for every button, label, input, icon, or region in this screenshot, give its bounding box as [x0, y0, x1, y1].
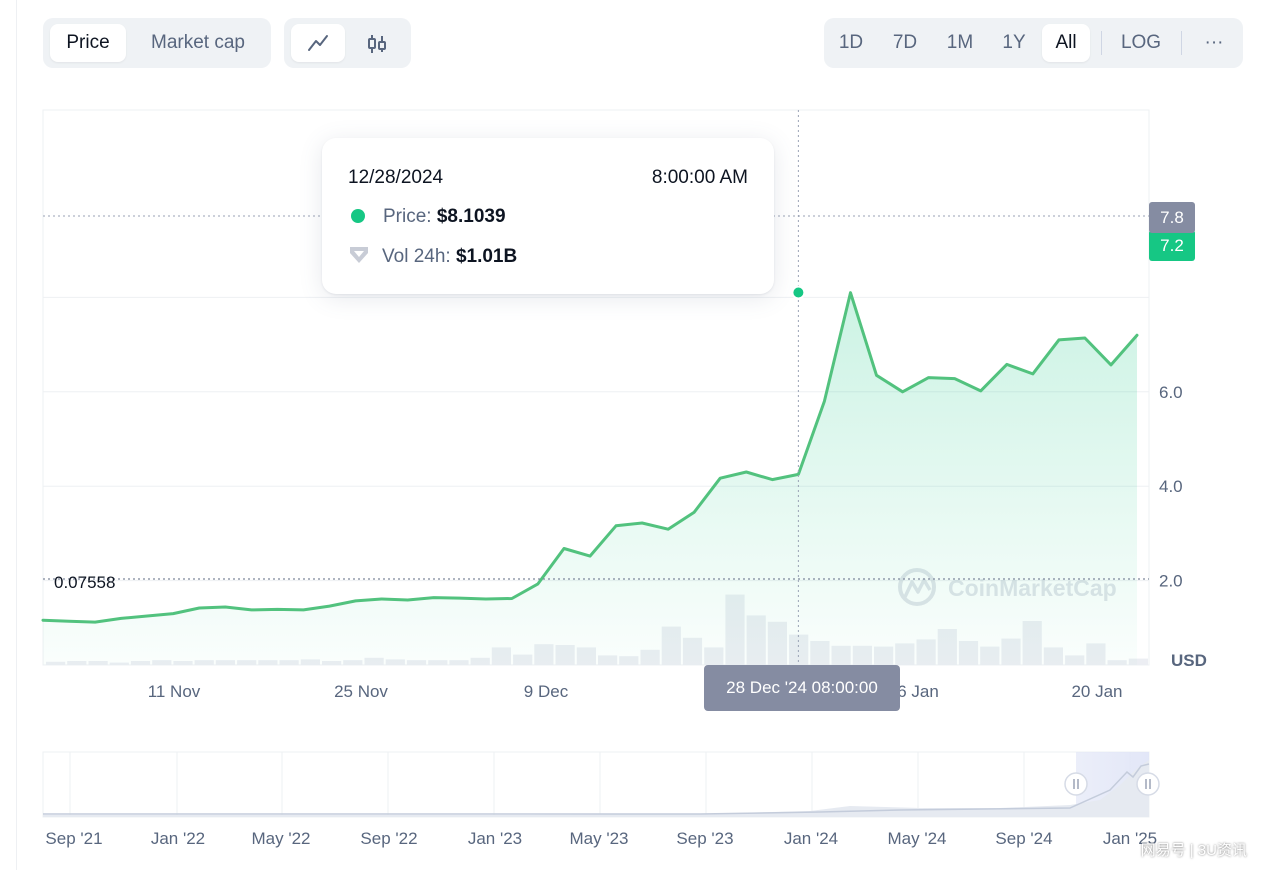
tab-market-cap[interactable]: Market cap [151, 32, 245, 53]
navigator-x-tick-label: Jan '23 [468, 829, 522, 848]
y-tick-label: 2.0 [1159, 572, 1183, 591]
tooltip-volume-row: Vol 24h: $1.01B [348, 244, 517, 268]
log-scale-button[interactable]: LOG [1120, 32, 1162, 53]
handle-circle [1136, 772, 1160, 796]
range-1y-button[interactable]: 1Y [1002, 32, 1026, 53]
source-watermark: 网易号 | 3U资讯 [1140, 842, 1247, 859]
line-chart-icon [308, 35, 328, 51]
volume-bar [1128, 658, 1148, 665]
range-1d-button[interactable]: 1D [838, 32, 864, 53]
x-tick-label: 9 Dec [524, 682, 569, 701]
range-toggle: 1D 7D 1M 1Y All LOG ··· [824, 18, 1243, 68]
x-tick-label: 11 Nov [148, 682, 201, 701]
hover-date-tag: 28 Dec '24 08:00:00 [704, 665, 900, 711]
chart-type-toggle [284, 18, 411, 68]
currency-label: USD [1171, 651, 1207, 670]
tooltip-price-value: $8.1039 [436, 206, 506, 227]
hover-point [791, 285, 806, 300]
tooltip-volume-value: $1.01B [455, 246, 518, 267]
navigator-volume [43, 760, 1149, 817]
candlestick-icon [368, 35, 386, 53]
navigator-frame [42, 751, 1150, 818]
price-tooltip: 12/28/2024 8:00:00 AM Price: $8.1039 Vol… [322, 138, 774, 294]
x-tick-label: 20 Jan [1071, 682, 1122, 701]
line-chart-button[interactable] [291, 24, 345, 62]
navigator-x-tick-label: Sep '22 [360, 829, 417, 848]
tab-price[interactable]: Price [50, 24, 126, 62]
navigator-x-tick-label: Sep '24 [995, 829, 1052, 848]
page-left-rule [16, 0, 17, 870]
more-options-button[interactable]: ··· [1204, 32, 1224, 53]
range-1m-button[interactable]: 1M [946, 32, 974, 53]
navigator-x-tick-label: May '24 [888, 829, 947, 848]
tooltip-price-label: Price: [383, 206, 432, 227]
navigator-x-tick-label: Jan '25 [1103, 829, 1157, 848]
navigator-x-tick-label: May '22 [252, 829, 311, 848]
y-tick-label: 4.0 [1159, 477, 1183, 496]
current-price-tag: 7.2 [1149, 230, 1195, 261]
navigator-x-tick-label: Sep '23 [676, 829, 733, 848]
x-tick-label: 6 Jan [897, 682, 939, 701]
tooltip-price-row: Price: $8.1039 [348, 205, 506, 229]
range-7d-button[interactable]: 7D [892, 32, 918, 53]
tooltip-date: 12/28/2024 [348, 167, 444, 188]
min-price-label: 0.07558 [54, 573, 115, 592]
tooltip-time: 8:00:00 AM [651, 167, 748, 188]
navigator-line [43, 763, 1150, 815]
y-tick-label: 6.0 [1159, 383, 1183, 402]
handle-circle [1064, 772, 1088, 796]
navigator-x-tick-label: Sep '21 [45, 829, 102, 848]
price-line [41, 291, 1139, 624]
navigator-x-tick-label: May '23 [570, 829, 629, 848]
navigator-x-tick-label: Jan '22 [151, 829, 205, 848]
hover-price-tag: 7.8 [1149, 202, 1195, 233]
range-all-button[interactable]: All [1042, 24, 1090, 62]
candlestick-button[interactable] [350, 24, 404, 62]
range-divider [1101, 31, 1102, 55]
x-tick-label: 25 Nov [334, 682, 388, 701]
navigator-handle-icon [1136, 772, 1160, 796]
price-legend-dot-icon [351, 209, 365, 223]
navigator-handle-icon [1064, 772, 1088, 796]
navigator-x-tick-label: Jan '24 [784, 829, 838, 848]
tooltip-volume-label: Vol 24h: [382, 246, 451, 267]
range-divider [1181, 31, 1182, 55]
metric-toggle: Price Market cap [43, 18, 271, 68]
price-area [43, 292, 1137, 665]
volume-shield-icon [350, 247, 368, 263]
